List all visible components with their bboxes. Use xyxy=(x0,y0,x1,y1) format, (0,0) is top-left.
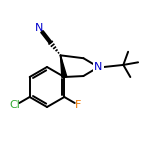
Polygon shape xyxy=(60,55,67,77)
Text: N: N xyxy=(94,62,103,72)
Text: Cl: Cl xyxy=(10,100,20,111)
Text: F: F xyxy=(75,100,81,110)
Text: N: N xyxy=(35,23,43,33)
